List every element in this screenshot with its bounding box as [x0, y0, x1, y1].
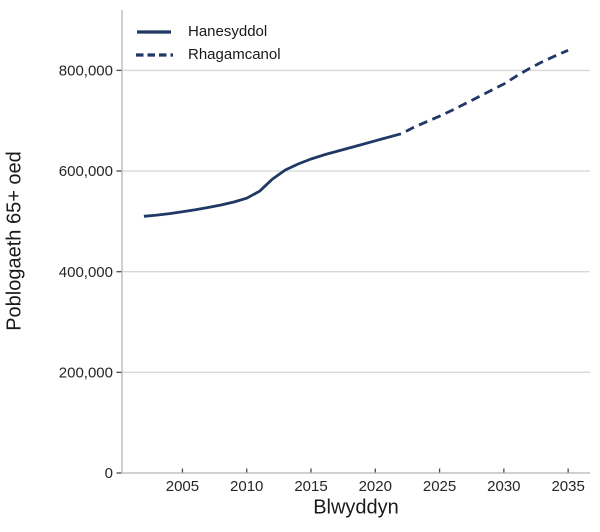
- x-tick-label: 2035: [551, 478, 584, 495]
- legend-item-rhagamcanol: Rhagamcanol: [136, 43, 281, 66]
- x-tick-label: 2030: [487, 478, 520, 495]
- x-tick-label: 2025: [423, 478, 456, 495]
- x-tick-label: 2020: [359, 478, 392, 495]
- x-tick-label: 2015: [294, 478, 327, 495]
- legend: Hanesyddol Rhagamcanol: [136, 20, 281, 66]
- x-tick-label: 2005: [166, 478, 199, 495]
- dashed-line-swatch: [136, 52, 173, 57]
- y-tick-label: 600,000: [59, 163, 113, 180]
- legend-item-hanesyddol: Hanesyddol: [136, 20, 281, 43]
- solid-line-swatch: [137, 29, 171, 34]
- y-axis-title: Poblogaeth 65+ oed: [3, 151, 26, 331]
- y-tick-label: 200,000: [59, 365, 113, 382]
- legend-label-rhagamcanol: Rhagamcanol: [188, 46, 281, 63]
- y-tick-label: 0: [105, 465, 113, 482]
- y-tick-label: 800,000: [59, 63, 113, 80]
- x-tick-label: 2010: [230, 478, 263, 495]
- historical-line: [143, 132, 402, 218]
- legend-label-hanesyddol: Hanesyddol: [188, 23, 268, 40]
- y-tick-label: 400,000: [59, 264, 113, 281]
- x-axis-title: Blwyddyn: [313, 496, 399, 519]
- projected-line: [400, 49, 569, 136]
